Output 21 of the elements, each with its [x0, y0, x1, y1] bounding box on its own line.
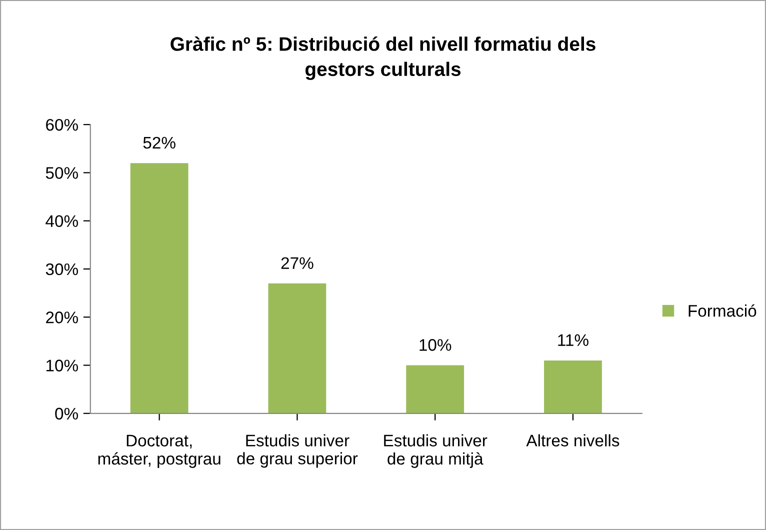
- y-tick-label: 30%: [46, 263, 78, 276]
- bar: [406, 365, 464, 414]
- y-tick-label: 40%: [46, 215, 78, 228]
- chart-title: Gràfic nº 5: Distribució del nivell formatiu dels gestors culturals: [170, 36, 596, 80]
- data-label: 11%: [558, 334, 588, 346]
- x-tick-label: Altres nivells: [526, 434, 620, 446]
- x-tick-label: Estudis univer de grau mitjà: [384, 434, 488, 468]
- legend-label: Formació: [688, 304, 756, 317]
- bar: [268, 283, 326, 414]
- y-tick-label: 60%: [46, 118, 78, 131]
- x-tick-label: Estudis univer de grau superior: [237, 434, 358, 468]
- y-tick-label: 20%: [46, 312, 78, 324]
- x-tick-label: Doctorat, máster, postgrau: [98, 434, 220, 468]
- bar: [130, 163, 188, 414]
- y-tick-label: 10%: [46, 360, 78, 372]
- bar: [544, 360, 602, 414]
- y-tick-label: 50%: [46, 167, 78, 179]
- data-label: 52%: [143, 136, 176, 149]
- data-label: 10%: [420, 339, 452, 351]
- data-label: 27%: [281, 257, 314, 269]
- y-tick-label: 0%: [55, 408, 78, 420]
